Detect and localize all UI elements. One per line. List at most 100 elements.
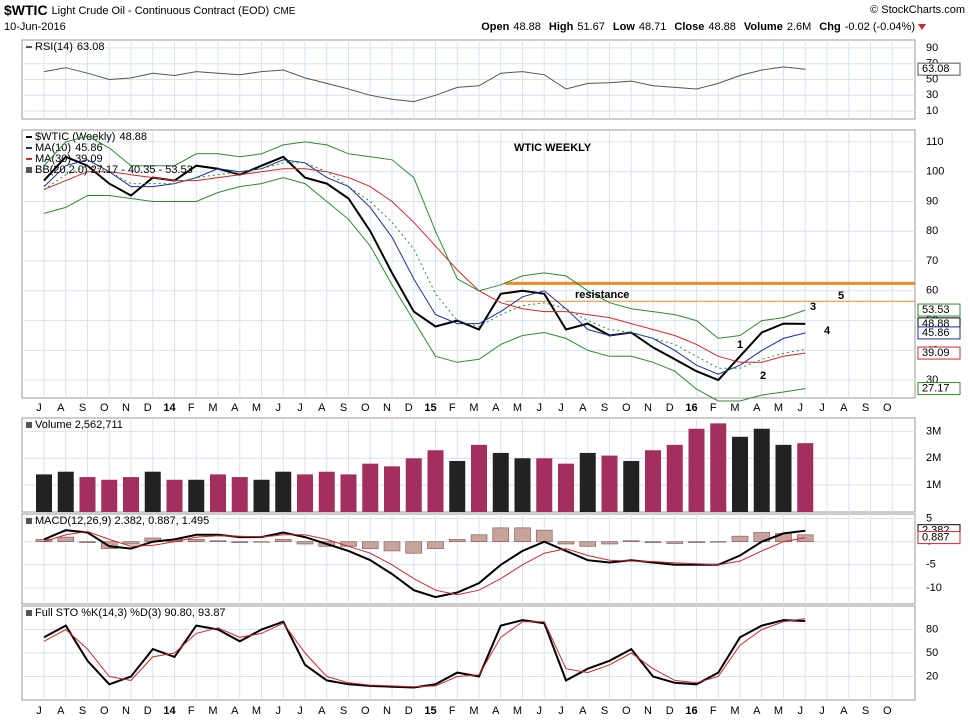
legend-entry: BB(20,2.0) 27.17 - 40.35 - 53.53 xyxy=(35,164,193,176)
bar xyxy=(601,455,618,512)
x-tick-label: J xyxy=(798,705,804,717)
x-tick-label: J xyxy=(819,402,825,414)
series-line xyxy=(43,529,806,599)
x-tick-label: F xyxy=(188,402,195,414)
x-tick-label: A xyxy=(840,402,848,414)
annotation: 5 xyxy=(838,290,844,302)
bar xyxy=(253,479,270,512)
series-line xyxy=(43,66,806,103)
bar xyxy=(79,541,96,543)
annotation: 1 xyxy=(737,339,743,351)
panel-frame xyxy=(21,129,916,399)
legend-value: 45.86 xyxy=(75,142,103,154)
bar xyxy=(123,477,139,512)
x-tick-label: A xyxy=(840,705,848,717)
x-tick-label: A xyxy=(231,402,239,414)
series-line xyxy=(43,168,806,363)
x-tick-label: D xyxy=(405,705,413,717)
x-tick-label: M xyxy=(513,705,522,717)
x-tick-label: M xyxy=(730,402,739,414)
x-tick-label: N xyxy=(122,402,130,414)
bar xyxy=(470,534,488,542)
value-tag xyxy=(917,346,961,360)
quote-label: Volume xyxy=(744,21,783,33)
value-tag xyxy=(917,326,961,340)
series-line xyxy=(43,177,806,402)
legend-swatch xyxy=(26,610,32,616)
x-tick-label: S xyxy=(862,705,869,717)
legend-name: RSI(14) xyxy=(35,41,73,53)
y-tick-label: 100 xyxy=(926,166,944,178)
bar xyxy=(36,474,52,512)
x-tick-label: A xyxy=(579,705,587,717)
value-tag-label: 39.09 xyxy=(922,347,950,359)
legend-name: MA(30) xyxy=(35,153,71,165)
y-tick-label: 90 xyxy=(926,42,938,54)
y-tick-label: 2M xyxy=(926,452,941,464)
bar xyxy=(297,474,313,512)
bar xyxy=(471,444,487,512)
x-tick-label: M xyxy=(469,705,478,717)
x-tick-label: A xyxy=(492,402,500,414)
bar xyxy=(449,460,466,512)
bar xyxy=(797,443,814,512)
quote-value: 48.71 xyxy=(639,21,667,33)
x-tick-label: D xyxy=(144,705,152,717)
bar xyxy=(535,529,553,542)
x-tick-label: F xyxy=(710,705,717,717)
x-tick-label: D xyxy=(666,705,674,717)
y-tick-label: 30 xyxy=(926,89,938,101)
x-tick-label: S xyxy=(862,402,869,414)
quote-value: 48.88 xyxy=(513,21,541,33)
bar xyxy=(796,534,814,542)
bar xyxy=(732,436,748,512)
x-tick-label: A xyxy=(57,402,65,414)
bar xyxy=(536,458,553,512)
bar xyxy=(362,463,379,512)
bar xyxy=(274,539,292,542)
annotation: 2 xyxy=(760,370,766,382)
x-tick-label: O xyxy=(361,402,370,414)
legend-entry: MA(10) 45.86 xyxy=(35,142,103,154)
value-tag xyxy=(917,303,961,317)
panel-frame xyxy=(21,513,916,605)
x-tick-label: A xyxy=(57,705,65,717)
x-tick-label: F xyxy=(188,705,195,717)
bar xyxy=(514,458,531,512)
x-tick-label: N xyxy=(644,402,652,414)
x-tick-label: A xyxy=(492,705,500,717)
x-tick-label: M xyxy=(208,705,217,717)
bar xyxy=(492,527,510,542)
y-tick-label: 3M xyxy=(926,425,941,437)
bar xyxy=(188,479,205,512)
y-tick-label: 5 xyxy=(926,513,932,525)
value-tag xyxy=(917,62,961,76)
x-tick-label: O xyxy=(100,402,109,414)
y-tick-label: 90 xyxy=(926,195,938,207)
y-tick-label: -10 xyxy=(926,582,942,594)
bar xyxy=(623,460,640,512)
x-tick-label: M xyxy=(730,705,739,717)
quote-label: Close xyxy=(674,21,704,33)
x-tick-label: O xyxy=(883,705,892,717)
x-tick-label: D xyxy=(666,402,674,414)
bar xyxy=(296,541,314,545)
bar xyxy=(557,541,575,545)
value-tag-label: 45.86 xyxy=(922,327,950,339)
bar xyxy=(210,474,226,512)
legend-swatch xyxy=(26,167,32,173)
y-tick-label: -5 xyxy=(926,559,936,571)
x-tick-label: J xyxy=(276,705,282,717)
y-tick-label: 20 xyxy=(926,670,938,682)
y-tick-label: 70 xyxy=(926,255,938,267)
x-tick-label: D xyxy=(405,402,413,414)
x-tick-label: 15 xyxy=(424,402,436,414)
quote-label: High xyxy=(549,21,574,33)
bar xyxy=(231,477,248,512)
y-tick-label: 80 xyxy=(926,225,938,237)
bar xyxy=(427,450,444,512)
title: $WTIC Light Crude Oil - Continuous Contra… xyxy=(4,2,296,18)
bar xyxy=(427,541,444,549)
bar xyxy=(579,452,596,512)
instrument-name: Light Crude Oil - Continuous Contract (E… xyxy=(52,5,270,17)
